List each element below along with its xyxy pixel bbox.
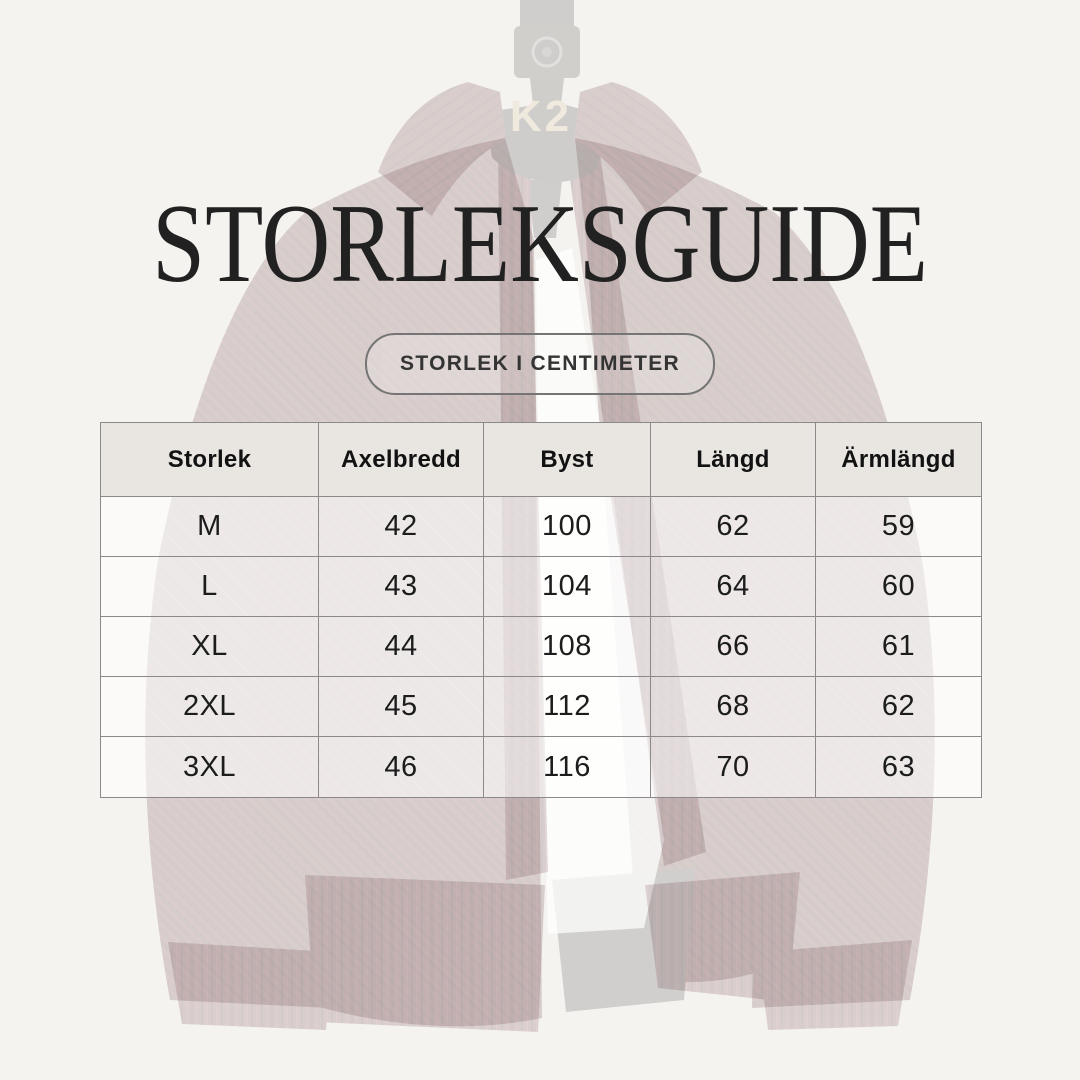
value-cell: 59 — [816, 497, 981, 556]
unit-badge-label: STORLEK I CENTIMETER — [400, 352, 680, 375]
value-cell: 104 — [484, 557, 651, 616]
value-cell: 64 — [651, 557, 816, 616]
hanger-hook-ring — [531, 36, 563, 68]
size-cell: 2XL — [101, 677, 319, 736]
hanger-shield — [486, 102, 604, 183]
column-header-armlangd: Ärmlängd — [816, 423, 981, 496]
value-cell: 43 — [319, 557, 484, 616]
value-cell: 63 — [816, 737, 981, 797]
table-row-xl: XL 44 108 66 61 — [101, 617, 981, 677]
column-header-langd: Längd — [651, 423, 816, 496]
size-cell: M — [101, 497, 319, 556]
size-cell: L — [101, 557, 319, 616]
left-hem-rib — [305, 875, 545, 1032]
value-cell: 100 — [484, 497, 651, 556]
table-row-3xl: 3XL 46 116 70 63 — [101, 737, 981, 797]
value-cell: 42 — [319, 497, 484, 556]
hanger-neck-upper — [530, 78, 564, 132]
column-header-storlek: Storlek — [101, 423, 319, 496]
value-cell: 108 — [484, 617, 651, 676]
right-collar-rib — [574, 82, 702, 216]
value-cell: 116 — [484, 737, 651, 797]
value-cell: 60 — [816, 557, 981, 616]
size-cell: XL — [101, 617, 319, 676]
column-header-byst: Byst — [484, 423, 651, 496]
value-cell: 66 — [651, 617, 816, 676]
table-header-row: Storlek Axelbredd Byst Längd Ärmlängd — [101, 423, 981, 497]
unit-badge: STORLEK I CENTIMETER — [365, 333, 715, 395]
value-cell: 46 — [319, 737, 484, 797]
hanger-hook-clamp — [514, 26, 580, 78]
right-cuff-rib — [758, 940, 912, 1030]
table-row-2xl: 2XL 45 112 68 62 — [101, 677, 981, 737]
table-row-m: M 42 100 62 59 — [101, 497, 981, 557]
value-cell: 112 — [484, 677, 651, 736]
size-table: Storlek Axelbredd Byst Längd Ärmlängd M … — [100, 422, 982, 798]
value-cell: 70 — [651, 737, 816, 797]
value-cell: 44 — [319, 617, 484, 676]
value-cell: 45 — [319, 677, 484, 736]
hanger-hook-pin — [542, 47, 552, 57]
page-title: STORLEKSGUIDE — [152, 182, 928, 306]
value-cell: 62 — [651, 497, 816, 556]
value-cell: 62 — [816, 677, 981, 736]
value-cell: 61 — [816, 617, 981, 676]
hanger-hook-top — [520, 0, 574, 30]
value-cell: 68 — [651, 677, 816, 736]
hanger-brand-label: K2 — [510, 92, 572, 141]
hanger-neck-lower — [528, 180, 562, 238]
size-cell: 3XL — [101, 737, 319, 797]
left-collar-rib — [378, 82, 506, 216]
table-row-l: L 43 104 64 60 — [101, 557, 981, 617]
left-cuff-rib — [168, 942, 332, 1030]
column-header-axelbredd: Axelbredd — [319, 423, 484, 496]
